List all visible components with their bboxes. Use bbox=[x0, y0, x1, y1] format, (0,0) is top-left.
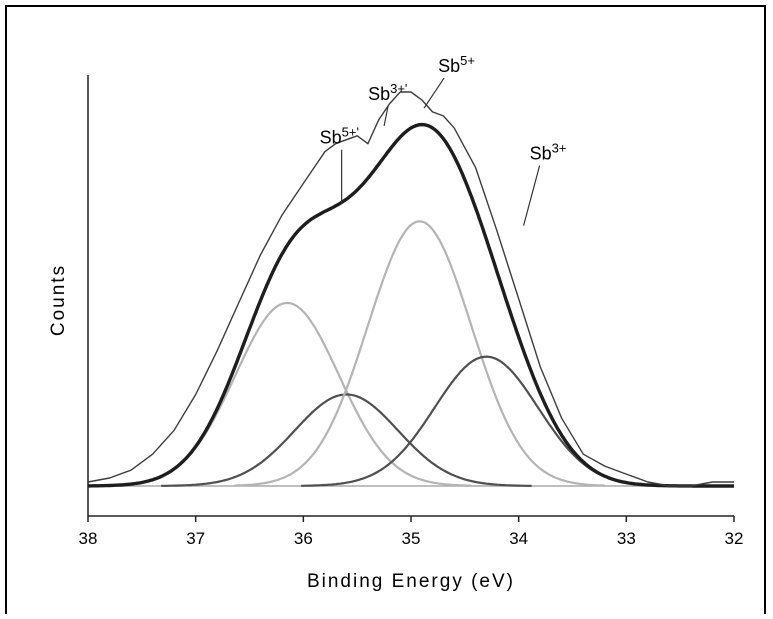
y-axis-title: Counts bbox=[48, 264, 69, 336]
series-line-1 bbox=[103, 301, 472, 487]
x-tick-label: 33 bbox=[617, 529, 636, 548]
chart-frame bbox=[5, 5, 766, 614]
peak-annotation: Sb5+' bbox=[320, 125, 359, 148]
x-tick-label: 35 bbox=[402, 529, 421, 548]
x-tick-label: 36 bbox=[294, 529, 313, 548]
x-axis-title: Binding Energy (eV) bbox=[307, 571, 515, 592]
series-line-3 bbox=[234, 220, 605, 487]
x-ticks: 38 37 36 35 34 33 32 bbox=[79, 516, 744, 548]
x-tick-label: 32 bbox=[725, 529, 744, 548]
peak-annotation: Sb3+' bbox=[368, 81, 407, 104]
peak-annotations: Sb5+' Sb3+' Sb5+ Sb3+ bbox=[320, 53, 567, 226]
curves bbox=[87, 91, 734, 488]
series-line-2 bbox=[161, 393, 532, 487]
peak-annotation: Sb5+ bbox=[438, 53, 475, 76]
annotation-leader bbox=[423, 77, 445, 109]
annotation-leader bbox=[523, 165, 541, 226]
x-tick-label: 37 bbox=[186, 529, 205, 548]
x-tick-label: 38 bbox=[79, 529, 98, 548]
series-line-5 bbox=[88, 122, 734, 488]
x-tick-label: 34 bbox=[509, 529, 528, 548]
annotation-leader bbox=[383, 105, 389, 127]
series-line-4 bbox=[301, 355, 672, 487]
series-line-6 bbox=[87, 91, 734, 487]
peak-annotation: Sb3+ bbox=[530, 141, 567, 164]
